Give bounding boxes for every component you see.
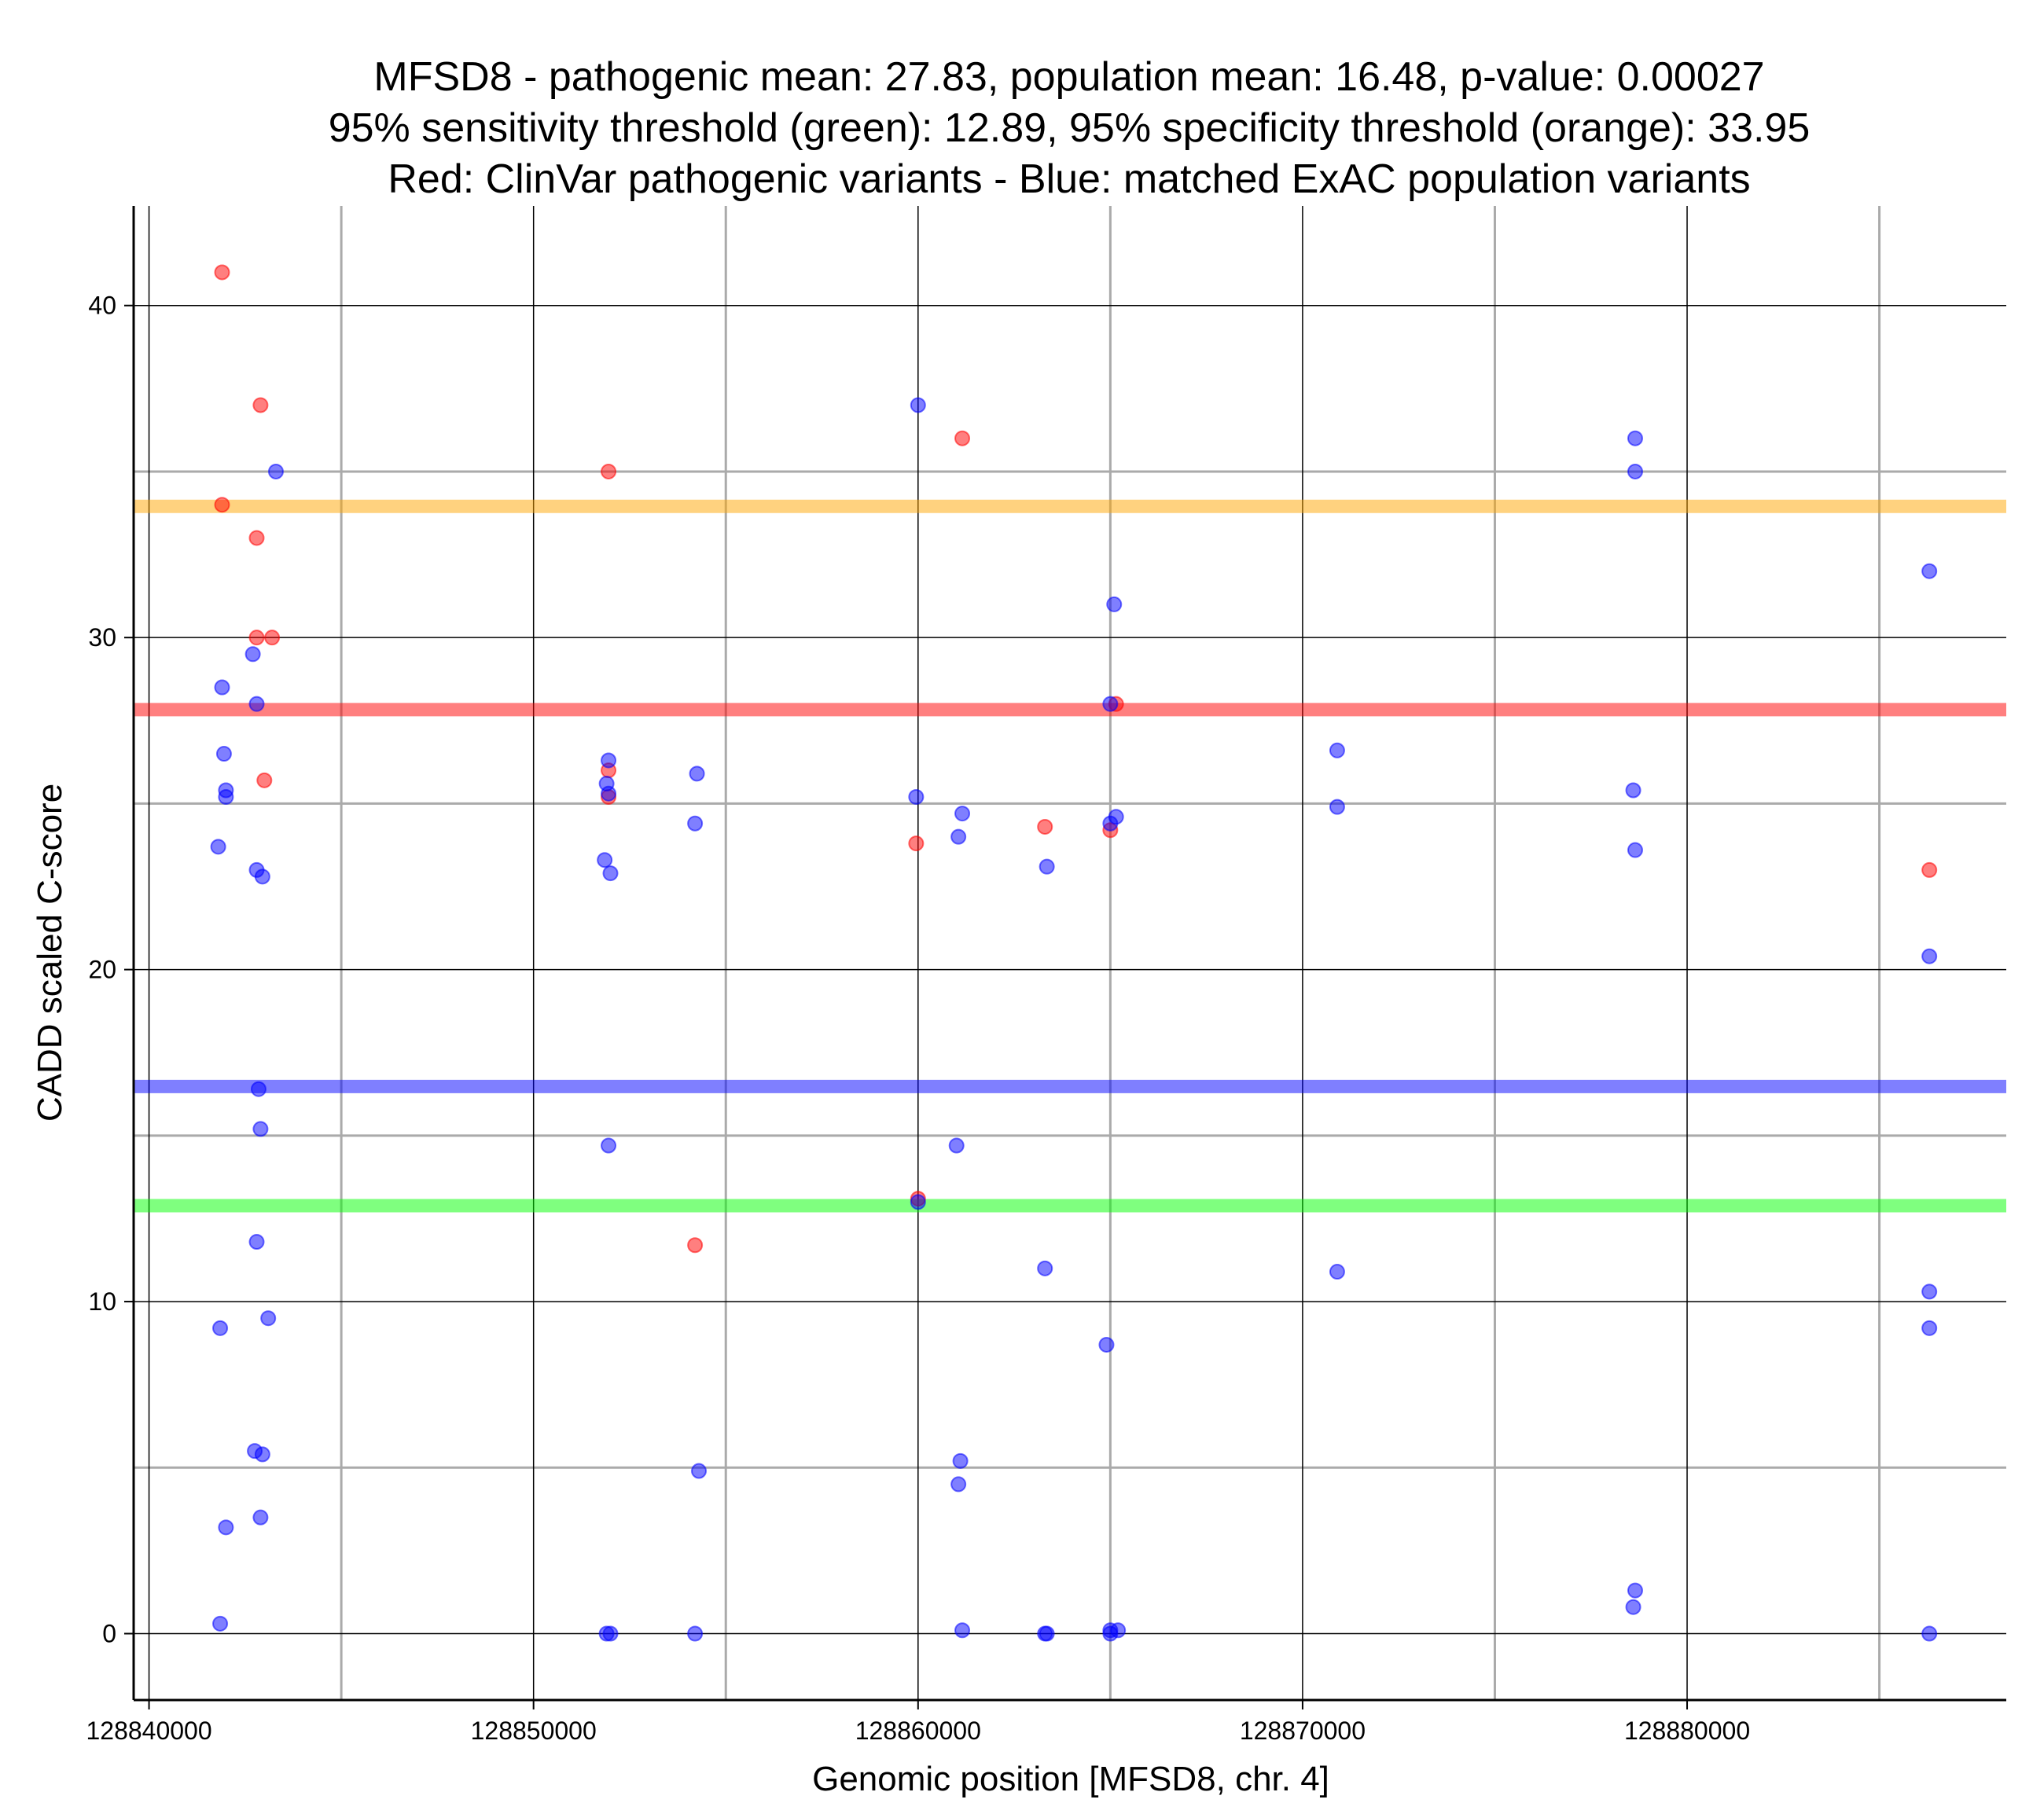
data-point <box>1921 563 1938 579</box>
data-point <box>950 1476 967 1493</box>
data-point <box>210 839 226 855</box>
data-point <box>254 1446 270 1463</box>
y-tick-label: 40 <box>88 292 116 320</box>
grid-layer <box>134 206 2006 1700</box>
data-point <box>218 788 234 805</box>
data-point <box>601 752 617 769</box>
y-tick-label: 10 <box>88 1287 116 1316</box>
data-point <box>244 646 261 663</box>
data-point <box>267 463 284 479</box>
data-point <box>948 1137 965 1154</box>
data-point <box>1627 463 1644 479</box>
data-point <box>1627 842 1644 858</box>
data-point <box>1102 696 1119 712</box>
data-point <box>248 630 265 646</box>
chart-title-line-2: 95% sensitivity threshold (green): 12.89… <box>329 105 1811 151</box>
data-point <box>214 497 230 513</box>
x-tick-label: 128880000 <box>1624 1717 1750 1745</box>
y-axis-title: CADD scaled C-score <box>31 784 69 1122</box>
data-point <box>908 788 925 805</box>
data-point <box>1921 948 1938 964</box>
x-axis-title: Genomic position [MFSD8, chr. 4] <box>812 1760 1329 1798</box>
data-point <box>1329 1264 1345 1280</box>
data-point <box>601 785 617 802</box>
data-point <box>691 1463 708 1479</box>
data-point <box>602 865 619 882</box>
y-tick-label: 20 <box>88 956 116 984</box>
data-point <box>954 1622 971 1639</box>
data-point <box>1921 1625 1938 1642</box>
data-point <box>214 264 230 281</box>
data-point <box>248 696 265 712</box>
x-tick-label: 128840000 <box>86 1717 211 1745</box>
data-point <box>264 630 281 646</box>
data-point <box>218 1519 234 1536</box>
data-points <box>210 264 1938 1642</box>
data-point <box>1921 861 1938 878</box>
data-point <box>212 1320 229 1336</box>
data-point <box>952 1452 969 1469</box>
data-point <box>601 1137 617 1154</box>
data-point <box>1106 596 1123 612</box>
data-point <box>1037 818 1053 835</box>
axes <box>132 206 2006 1702</box>
data-point <box>248 1234 265 1250</box>
data-point <box>1627 430 1644 446</box>
data-point <box>597 852 613 868</box>
data-point <box>910 1194 926 1210</box>
data-point <box>687 1237 704 1254</box>
data-point <box>1329 742 1345 758</box>
x-tick-label: 128850000 <box>471 1717 597 1745</box>
data-point <box>1627 1582 1644 1599</box>
data-point <box>689 766 705 782</box>
chart-title-line-1: MFSD8 - pathogenic mean: 27.83, populati… <box>373 54 1764 100</box>
data-point <box>1108 809 1124 825</box>
data-point <box>910 397 926 413</box>
data-point <box>215 746 232 762</box>
data-point <box>260 1310 277 1327</box>
chart-title-line-3: Red: ClinVar pathogenic variants - Blue:… <box>388 156 1750 202</box>
data-point <box>252 1509 269 1526</box>
data-point <box>254 868 270 885</box>
data-point <box>212 1615 229 1632</box>
data-point <box>1037 1260 1053 1276</box>
data-point <box>954 430 971 446</box>
data-point <box>950 828 967 845</box>
data-point <box>252 1121 269 1137</box>
data-point <box>1921 1283 1938 1300</box>
tick-labels: 0 10 20 30 40 128840000 128850000 128860000 1288… <box>86 292 1750 1745</box>
data-point <box>1625 1599 1641 1615</box>
y-tick-label: 30 <box>88 623 116 652</box>
x-tick-label: 128860000 <box>855 1717 981 1745</box>
data-point <box>252 397 269 413</box>
reference-lines <box>134 499 2006 1213</box>
data-point <box>687 815 704 832</box>
data-point <box>248 530 265 546</box>
data-point <box>1329 799 1345 815</box>
data-point <box>1039 1625 1055 1642</box>
x-tick-label: 128870000 <box>1240 1717 1366 1745</box>
data-point <box>908 835 925 852</box>
y-tick-label: 0 <box>102 1620 116 1648</box>
data-point <box>687 1625 704 1642</box>
data-point <box>1039 858 1055 875</box>
data-point <box>250 1081 267 1097</box>
data-point <box>1921 1320 1938 1336</box>
data-point <box>601 463 617 479</box>
data-point <box>1098 1336 1115 1353</box>
data-point <box>602 1625 619 1642</box>
data-point <box>256 772 273 788</box>
data-point <box>214 679 230 696</box>
data-point <box>1625 782 1641 799</box>
data-point <box>1110 1622 1127 1639</box>
data-point <box>954 806 971 822</box>
